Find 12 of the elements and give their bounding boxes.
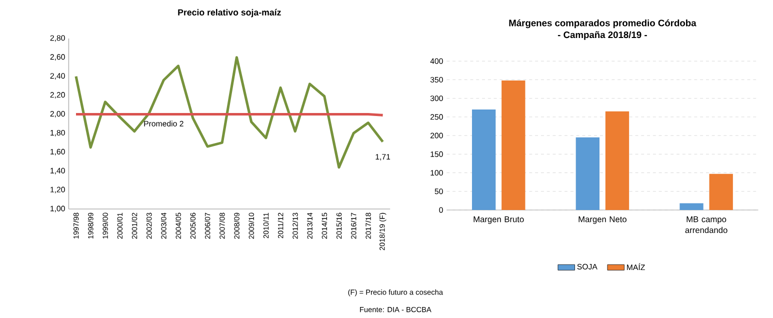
chart-title: Márgenes comparados promedio Córdoba (509, 19, 696, 28)
x-tick-label: MB campo arrendando (685, 216, 728, 233)
chart-title: Precio relativo soja-maíz (178, 8, 281, 18)
bar (502, 80, 526, 210)
bar (576, 137, 600, 210)
bar (680, 203, 704, 210)
bar (605, 111, 630, 210)
bar (709, 174, 733, 210)
x-tick-label: Margen Neto (578, 216, 626, 224)
bar (472, 109, 496, 210)
x-tick-label: Margen Bruto (474, 216, 524, 224)
chart-subtitle: - Campaña 2018/19 - (558, 31, 647, 40)
